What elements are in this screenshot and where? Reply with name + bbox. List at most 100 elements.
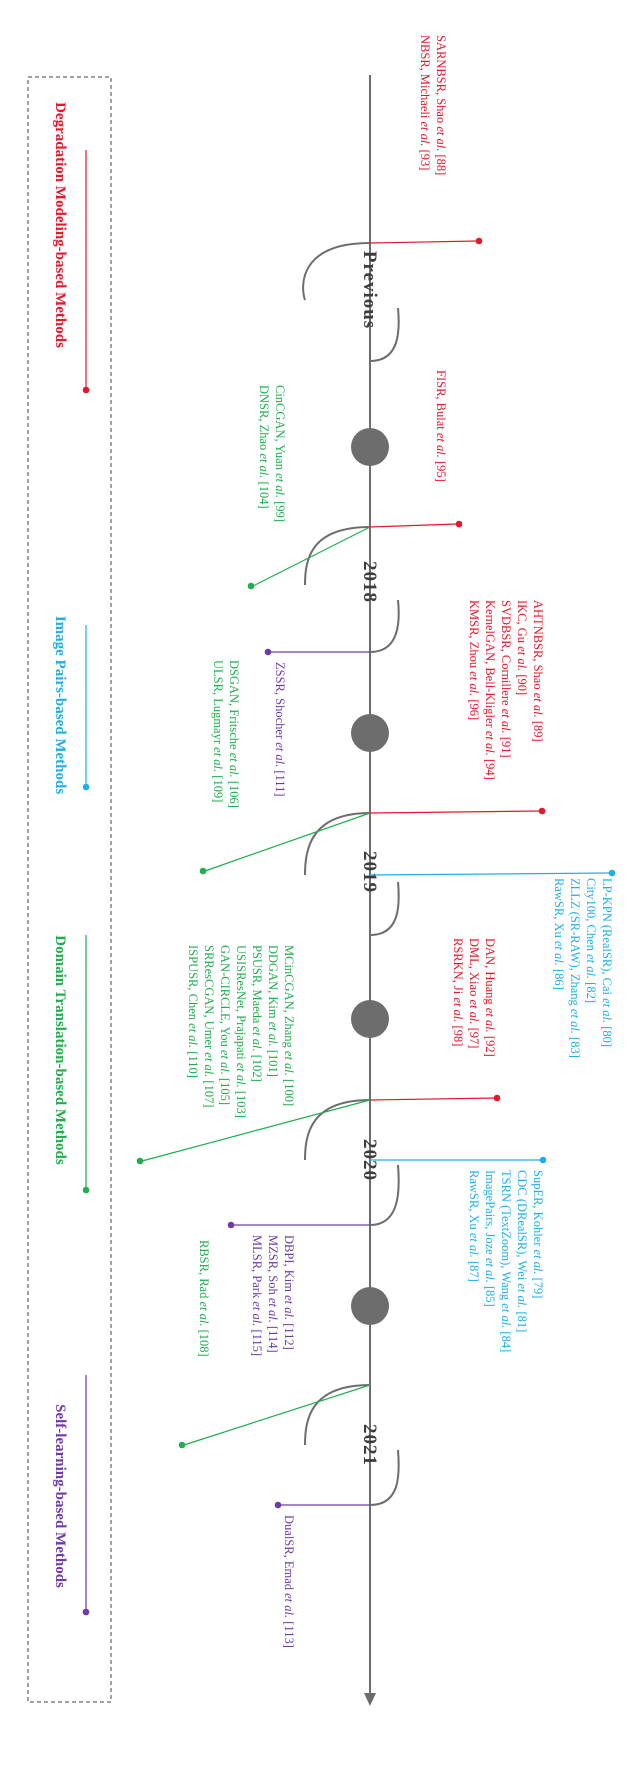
- method-etal: et al.: [282, 1295, 296, 1320]
- period-label-2020: 2020: [359, 1139, 380, 1181]
- method-ref: [106]: [227, 778, 241, 808]
- method-etal: et al.: [418, 121, 432, 146]
- method-name: ZLLZ (SR-RAW), Zhang: [568, 878, 582, 1009]
- method-ref: [89]: [531, 718, 545, 742]
- method-ref: [88]: [434, 151, 448, 175]
- method-label: ULSR, Lugmayr et al. [109]: [211, 660, 225, 802]
- method-ref: [86]: [552, 966, 566, 990]
- method-etal: et al.: [467, 1233, 481, 1258]
- method-name: CDC (DRealSR), Wei: [515, 1170, 529, 1283]
- method-label: MLSR, Park et al. [115]: [250, 1235, 264, 1356]
- method-ref: [102]: [250, 1052, 264, 1082]
- method-name: MLSR, Park: [250, 1235, 264, 1301]
- method-ref: [109]: [211, 772, 225, 802]
- endpoint-dot-previous_red: [475, 237, 483, 245]
- method-ref: [105]: [218, 1075, 232, 1105]
- method-label: SRResCGAN, Umer et al. [107]: [202, 945, 216, 1108]
- method-label: CDC (DRealSR), Wei et al. [81]: [515, 1170, 529, 1332]
- method-ref: [82]: [584, 979, 598, 1003]
- method-label: NBSR, Michaeli et al. [93]: [418, 35, 432, 170]
- method-ref: [103]: [234, 1088, 248, 1118]
- method-ref: [94]: [483, 756, 497, 780]
- group-previous_red: SARNBSR, Shao et al. [88]NBSR, Michaeli …: [369, 35, 483, 245]
- method-label: MCinCGAN, Zhang et al. [100]: [282, 945, 296, 1106]
- method-etal: et al.: [531, 1250, 545, 1275]
- method-name: DNSR, Zhao: [257, 385, 271, 453]
- connector-previous_red: [369, 240, 478, 244]
- method-name: LP-KPN (RealSR), Cai: [600, 878, 614, 998]
- timeline-arrow-head: [364, 1693, 376, 1706]
- method-name: AHTNBSR, Shao: [531, 600, 545, 693]
- group-r2020_blue: LP-KPN (RealSR), Cai et al. [80]City100,…: [369, 869, 616, 1058]
- method-ref: [107]: [202, 1077, 216, 1107]
- method-name: RBSR, Rad: [197, 1240, 211, 1301]
- group-r2019_green: DSGAN, Fritsche et al. [106]ULSR, Lugmay…: [199, 660, 371, 875]
- milestone-circle-2020: [351, 1000, 389, 1038]
- method-etal: et al.: [451, 997, 465, 1022]
- method-ref: [91]: [499, 734, 513, 758]
- endpoint-dot-r2020_green: [136, 1157, 144, 1165]
- method-ref: [104]: [257, 478, 271, 508]
- method-name: USISResNet, Prajapati: [234, 945, 248, 1063]
- group-r2021_green: RBSR, Rad et al. [108]: [178, 1240, 371, 1449]
- method-name: KernelGAN, Bell-Kligler: [483, 600, 497, 731]
- method-name: PSUSR, Maeda: [250, 945, 264, 1027]
- period-label-2018: 2018: [359, 561, 380, 603]
- method-name: MCinCGAN, Zhang: [282, 945, 296, 1051]
- method-etal: et al.: [584, 954, 598, 979]
- method-etal: et al.: [227, 753, 241, 778]
- method-etal: et al.: [483, 1258, 497, 1283]
- connector-r2020_blue: [369, 872, 611, 876]
- group-after_purple: DualSR, Emad et al. [113]: [274, 1501, 370, 1648]
- method-label: DML, Xiao et al. [97]: [467, 938, 481, 1048]
- method-name: KMSR, Zhou: [467, 600, 481, 671]
- method-ref: [83]: [568, 1034, 582, 1058]
- method-label: KMSR, Zhou et al. [96]: [467, 600, 481, 720]
- endpoint-dot-r2018_red: [455, 520, 463, 528]
- method-ref: [108]: [197, 1326, 211, 1356]
- method-name: ULSR, Lugmayr: [211, 660, 225, 747]
- method-etal: et al.: [499, 1303, 513, 1328]
- method-label: ImagePairs, Joze et al. [85]: [483, 1170, 497, 1307]
- method-label: GAN-CIRCLE, You et al. [105]: [218, 945, 232, 1105]
- group-r2019_purple: ZSSR, Shocher et al. [111]: [264, 648, 370, 797]
- method-label: IKC, Gu et al. [90]: [515, 600, 529, 695]
- method-name: MZSR, Soh: [266, 1235, 280, 1298]
- method-label: ISPUSR, Chen et al. [110]: [186, 945, 200, 1078]
- method-label: DNSR, Zhao et al. [104]: [257, 385, 271, 509]
- method-name: RawSR, Xu: [467, 1170, 481, 1233]
- method-name: DDGAN, Kim: [266, 945, 280, 1022]
- period-label-2021: 2021: [359, 1424, 380, 1466]
- method-ref: [113]: [282, 1618, 296, 1648]
- method-label: TSRN (TextZoom), Wang et al. [84]: [499, 1170, 513, 1352]
- method-ref: [92]: [483, 1033, 497, 1057]
- method-name: CinCGAN, Yuan: [273, 385, 287, 473]
- method-etal: et al.: [266, 1022, 280, 1047]
- method-label: DSGAN, Fritsche et al. [106]: [227, 660, 241, 808]
- method-etal: et al.: [600, 998, 614, 1023]
- period-label-previous: Previous: [359, 251, 380, 329]
- method-etal: et al.: [234, 1063, 248, 1088]
- connector-r2021_green: [183, 1384, 371, 1446]
- method-name: SRResCGAN, Umer: [202, 945, 216, 1052]
- method-name: SVDBSR, Cornillere: [499, 600, 513, 709]
- endpoint-dot-r2018_green: [247, 582, 255, 590]
- method-name: DBPI, Kim: [282, 1235, 296, 1295]
- milestone-circle-2021: [351, 1287, 389, 1325]
- method-groups: SARNBSR, Shao et al. [88]NBSR, Michaeli …: [136, 35, 616, 1648]
- method-etal: et al.: [483, 731, 497, 756]
- method-etal: et al.: [568, 1009, 582, 1034]
- method-label: CinCGAN, Yuan et al. [99]: [273, 385, 287, 522]
- method-ref: [100]: [282, 1076, 296, 1106]
- method-ref: [96]: [467, 696, 481, 720]
- milestone-circle-2018: [351, 428, 389, 466]
- legend-label-0: Degradation Modeling-based Methods: [52, 102, 68, 348]
- method-ref: [81]: [515, 1308, 529, 1332]
- method-ref: [79]: [531, 1275, 545, 1299]
- method-ref: [97]: [467, 1024, 481, 1048]
- method-label: SARNBSR, Shao et al. [88]: [434, 35, 448, 175]
- period-arcs: [302, 242, 400, 1506]
- group-r2020_red: DAN, Huang et al. [92]DML, Xiao et al. […: [369, 938, 501, 1102]
- method-label: ZSSR, Shocher et al. [111]: [273, 662, 287, 797]
